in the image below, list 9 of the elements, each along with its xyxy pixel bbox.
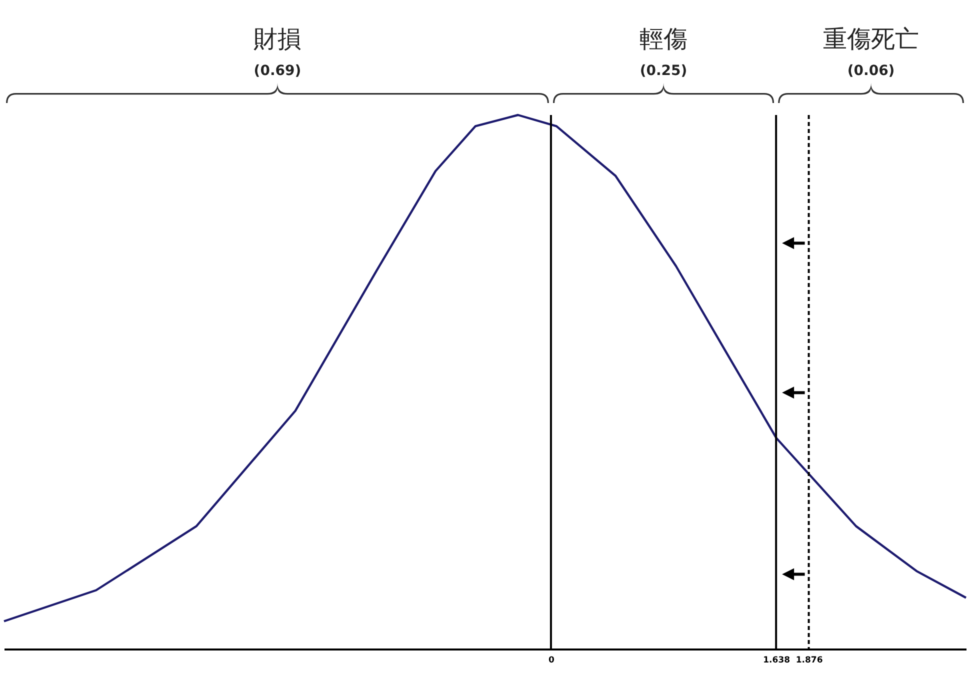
- x-tick-label: 0: [548, 656, 555, 666]
- text: (0.69): [254, 63, 302, 79]
- text: (0.06): [847, 63, 895, 79]
- text: 輕傷: [640, 25, 688, 53]
- text: 財損: [253, 25, 302, 53]
- text: (0.25): [640, 63, 688, 79]
- x-tick-label: 1.876: [796, 656, 823, 666]
- x-tick-label: 1.638: [763, 656, 790, 666]
- text: 重傷死亡: [823, 25, 920, 53]
